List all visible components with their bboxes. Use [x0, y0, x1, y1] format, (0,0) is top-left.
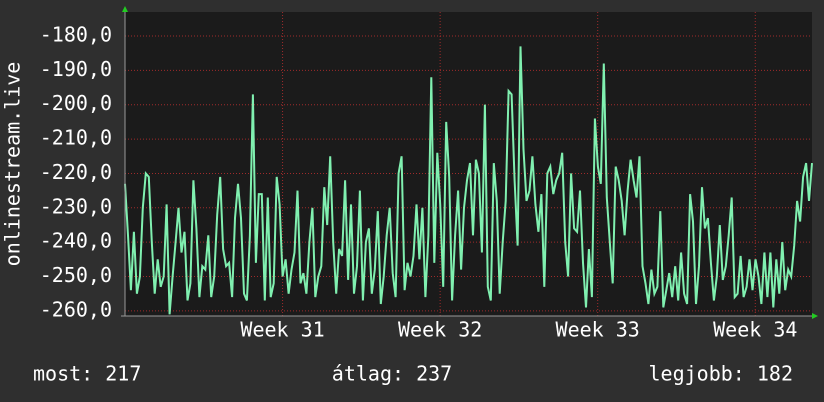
y-tick-label: -210,0 [40, 126, 112, 150]
x-axis-arrow [812, 313, 818, 319]
y-tick-label: -190,0 [40, 57, 112, 81]
y-tick-label: -250,0 [40, 263, 112, 287]
y-tick-label: -260,0 [40, 297, 112, 321]
y-tick-label: -180,0 [40, 23, 112, 47]
x-tick-label: Week 32 [398, 318, 482, 342]
y-tick-label: -220,0 [40, 160, 112, 184]
x-tick-label: Week 33 [556, 318, 640, 342]
x-tick-label: Week 34 [713, 318, 797, 342]
y-tick-label: -240,0 [40, 229, 112, 253]
y-tick-label: -230,0 [40, 194, 112, 218]
x-tick-label: Week 31 [240, 318, 324, 342]
y-tick-label: -200,0 [40, 91, 112, 115]
stat-average: átlag: 237 [332, 362, 452, 386]
y-axis-arrow [122, 6, 128, 12]
data-line [124, 46, 813, 315]
stat-best: legjobb: 182 [649, 362, 794, 386]
plot-area [125, 12, 812, 316]
stat-current: most: 217 [33, 362, 141, 386]
y-axis-label: onlinestream.live [1, 62, 25, 267]
